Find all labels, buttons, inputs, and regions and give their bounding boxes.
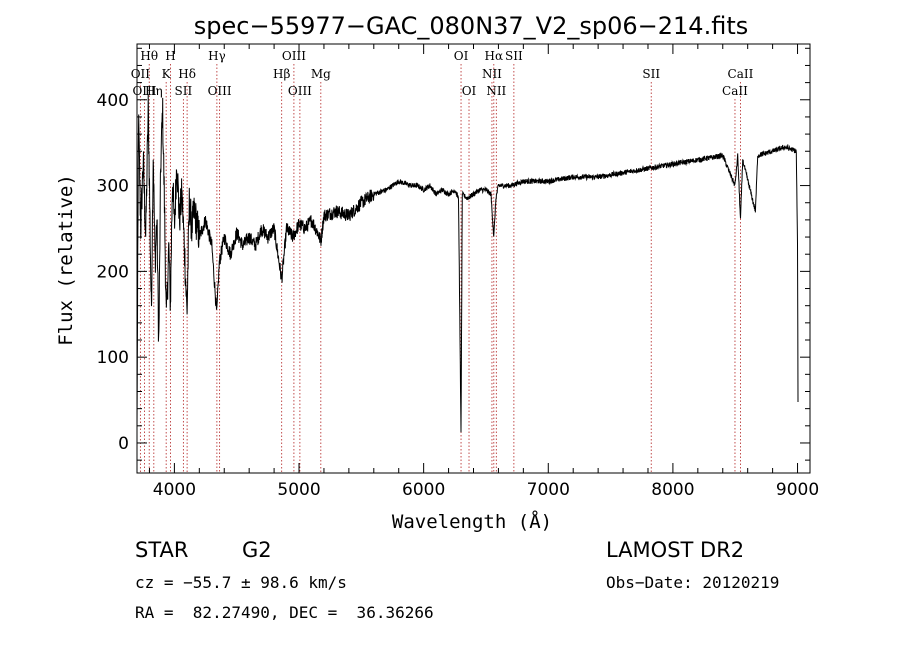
emission-line-label: Hη (145, 84, 163, 98)
x-tick-label: 9000 (776, 480, 819, 500)
emission-line-label: Hγ (208, 49, 226, 63)
chart-title: spec−55977−GAC_080N37_V2_sp06−214.fits (194, 12, 748, 40)
emission-line-label: H (165, 49, 175, 63)
spectrum-trace (136, 94, 799, 433)
emission-line-label: CaII (722, 84, 748, 98)
object-subclass: G2 (242, 538, 272, 562)
coordinates: RA = 82.27490, DEC = 36.36266 (135, 603, 434, 622)
x-tick-label: 6000 (402, 480, 445, 500)
emission-line-label: NII (482, 67, 502, 81)
x-axis-label: Wavelength (Å) (392, 510, 552, 533)
survey-name: LAMOST DR2 (606, 538, 745, 562)
spectrum-series (136, 94, 799, 433)
emission-line-label: Hδ (178, 67, 196, 81)
x-tick-label: 8000 (651, 480, 694, 500)
redshift-value: cz = −55.7 ± 98.6 km/s (135, 573, 347, 592)
emission-line-label: SII (505, 49, 523, 63)
emission-line-label: SII (642, 67, 660, 81)
x-tick-label: 7000 (527, 480, 570, 500)
y-tick-label: 100 (97, 348, 129, 368)
emission-line-label: Hα (485, 49, 504, 63)
emission-line-label: OI (454, 49, 469, 63)
emission-line-label: OIII (288, 84, 312, 98)
emission-line-label: OI (462, 84, 477, 98)
obs-date: Obs−Date: 20120219 (606, 573, 780, 592)
emission-line-label: Hθ (140, 49, 158, 63)
emission-line-label: OIII (208, 84, 232, 98)
emission-line-label: K (162, 67, 172, 81)
axis-ticks: 4000 5000 6000 7000 8000 9000 0 100 200 300 400 (97, 44, 819, 500)
object-class: STAR (135, 538, 189, 562)
plot-frame (136, 43, 811, 474)
emission-line-label: Hβ (273, 67, 290, 81)
emission-line-label: NII (486, 84, 506, 98)
y-tick-label: 400 (97, 91, 129, 111)
emission-line-label: CaII (728, 67, 754, 81)
emission-line-label: Mg (311, 67, 331, 81)
y-axis-label: Flux (relative) (55, 174, 77, 346)
emission-line-label: OIII (282, 49, 306, 63)
emission-line-label: SII (175, 84, 193, 98)
y-tick-label: 300 (97, 177, 129, 197)
emission-line-label: OII (131, 67, 151, 81)
y-tick-label: 200 (97, 262, 129, 282)
x-tick-label: 4000 (153, 480, 196, 500)
y-tick-label: 0 (118, 434, 129, 454)
x-tick-label: 5000 (277, 480, 320, 500)
emission-line-label: OIII (132, 84, 156, 98)
